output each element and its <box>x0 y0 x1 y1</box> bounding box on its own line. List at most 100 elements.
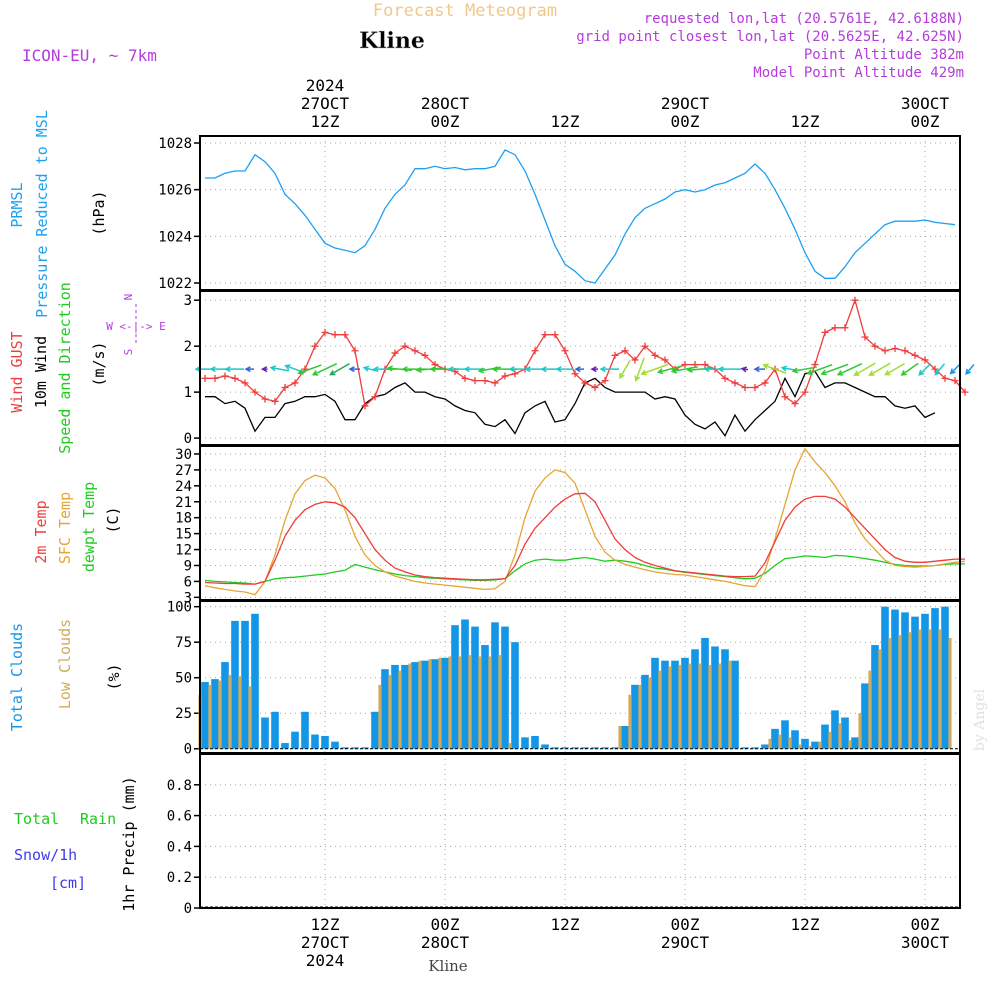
time-label: 27OCT <box>301 94 350 113</box>
total-cloud-bar <box>271 711 279 749</box>
low-cloud-bar <box>408 663 412 749</box>
gust-marker <box>471 377 479 385</box>
wind-direction-arrow <box>574 366 584 373</box>
gust-marker <box>261 395 269 403</box>
total-cloud-bar <box>261 717 269 749</box>
total-cloud-bar <box>421 660 429 749</box>
pressure-unit: (hPa) <box>90 190 108 235</box>
wind-direction-arrow <box>599 366 619 373</box>
low-cloud-bar <box>888 637 892 749</box>
clouds-panel-labels: Total Clouds Low Clouds (%) <box>8 619 123 731</box>
wind-direction-arrow <box>918 362 932 376</box>
gust-marker <box>371 393 379 401</box>
wind-unit: (m/s) <box>90 341 108 386</box>
gust-marker <box>951 377 959 385</box>
low-cloud-bar <box>458 656 462 749</box>
time-label: 00Z <box>671 112 700 131</box>
low-cloud-bar <box>908 632 912 749</box>
total-cloud-bar <box>561 747 569 749</box>
precip-ytick-label: 0.2 <box>167 870 192 886</box>
time-label: 28OCT <box>421 94 470 113</box>
wind-direction-arrow <box>311 362 338 376</box>
wind-panel-labels: Wind GUST 10m Wind Speed and Direction (… <box>8 282 166 454</box>
temperature-ytick-label: 15 <box>175 527 192 543</box>
total-cloud-bar <box>311 734 319 749</box>
total-cloud-bar <box>731 660 739 749</box>
wind-direction-arrow <box>224 366 244 373</box>
wind-direction-arrow <box>540 366 558 373</box>
total-cloud-bar <box>881 606 889 749</box>
gust-marker <box>341 331 349 339</box>
low-cloud-bar <box>778 734 782 749</box>
low-clouds-label: Low Clouds <box>56 619 74 709</box>
low-cloud-bar <box>828 731 832 749</box>
low-cloud-bar <box>918 629 922 749</box>
low-cloud-bar <box>638 684 642 749</box>
gust-marker <box>461 374 469 382</box>
gust-marker <box>601 377 609 385</box>
total-cloud-bar <box>321 735 329 749</box>
low-cloud-bar <box>818 741 822 749</box>
gust-marker <box>201 374 209 382</box>
gust-marker <box>491 379 499 387</box>
wind-direction-arrow <box>590 366 598 373</box>
gust-marker <box>481 377 489 385</box>
gust-marker <box>861 333 869 341</box>
wind-direction-arrow <box>297 364 322 375</box>
total-cloud-bar <box>661 660 669 749</box>
gust-marker <box>931 365 939 373</box>
wind-direction-arrow <box>260 366 268 373</box>
total-clouds-label: Total Clouds <box>8 623 26 731</box>
wind-direction-arrow <box>762 363 787 374</box>
low-cloud-bar <box>488 656 492 749</box>
low-cloud-bar <box>728 660 732 749</box>
gust-marker <box>241 379 249 387</box>
low-cloud-bar <box>478 656 482 749</box>
wind-direction-arrow <box>836 362 863 376</box>
gust-marker <box>391 349 399 357</box>
gust-marker <box>681 361 689 369</box>
low-cloud-bar <box>798 744 802 749</box>
pressure-label-msl: Pressure Reduced to MSL <box>33 110 51 318</box>
low-cloud-bar <box>668 666 672 749</box>
wind-direction-arrow <box>868 362 891 376</box>
low-cloud-bar <box>398 670 402 749</box>
gust-marker <box>781 393 789 401</box>
total-cloud-bar <box>291 731 299 749</box>
clouds-ytick-label: 25 <box>175 706 192 722</box>
precip-unit: 1hr Precip (mm) <box>120 776 138 911</box>
time-label: 00Z <box>431 915 460 934</box>
time-label: 2024 <box>306 951 345 970</box>
wind-direction-arrow <box>853 362 876 376</box>
gust-marker <box>631 356 639 364</box>
low-cloud-bar <box>808 745 812 749</box>
low-cloud-bar <box>928 629 932 749</box>
location-title: Kline <box>359 28 425 54</box>
time-label: 12Z <box>311 112 340 131</box>
total-cloud-bar <box>301 711 309 749</box>
total-cloud-bar <box>281 743 289 749</box>
low-cloud-bar <box>618 726 622 749</box>
time-label: 12Z <box>791 915 820 934</box>
total-cloud-bar <box>591 747 599 749</box>
total-cloud-bar <box>341 747 349 749</box>
total-cloud-bar <box>681 657 689 749</box>
dewpoint-line <box>204 554 965 585</box>
gust-marker <box>321 328 329 336</box>
precip-panel-labels: Total Rain Snow/1h [cm] 1hr Precip (mm) <box>14 776 138 911</box>
total-cloud-bar <box>241 620 249 749</box>
gust-marker <box>311 342 319 350</box>
temp-unit: (C) <box>104 506 122 533</box>
total-cloud-bar <box>941 606 949 749</box>
gust-marker <box>221 372 229 380</box>
gust-marker <box>271 397 279 405</box>
total-label: Total <box>14 810 59 828</box>
model-altitude: Model Point Altitude 429m <box>753 65 964 81</box>
total-cloud-bar <box>791 730 799 749</box>
gust-marker <box>661 356 669 364</box>
low-cloud-bar <box>848 740 852 749</box>
total-cloud-bar <box>621 726 629 749</box>
clouds-ytick-label: 50 <box>175 671 192 687</box>
temperature-ytick-label: 6 <box>184 574 192 590</box>
